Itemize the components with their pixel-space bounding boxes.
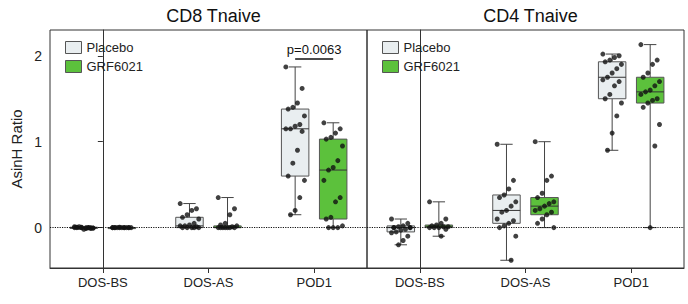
- svg-text:DOS-AS: DOS-AS: [184, 275, 234, 290]
- svg-text:Placebo: Placebo: [87, 40, 134, 55]
- svg-text:POD1: POD1: [296, 275, 331, 290]
- svg-text:CD4 Tnaive: CD4 Tnaive: [483, 6, 578, 26]
- svg-text:AsinH Ratio: AsinH Ratio: [8, 109, 25, 188]
- svg-text:p=0.0063: p=0.0063: [287, 42, 342, 57]
- svg-text:POD1: POD1: [613, 275, 648, 290]
- svg-text:DOS-BS: DOS-BS: [78, 275, 128, 290]
- svg-text:GRF6021: GRF6021: [87, 59, 143, 74]
- svg-text:1: 1: [34, 134, 42, 150]
- svg-text:Placebo: Placebo: [404, 40, 451, 55]
- svg-text:DOS-BS: DOS-BS: [395, 275, 445, 290]
- svg-text:0: 0: [34, 220, 42, 236]
- svg-text:2: 2: [34, 48, 42, 64]
- svg-text:DOS-AS: DOS-AS: [501, 275, 551, 290]
- svg-text:CD8 Tnaive: CD8 Tnaive: [166, 6, 261, 26]
- svg-text:GRF6021: GRF6021: [404, 59, 460, 74]
